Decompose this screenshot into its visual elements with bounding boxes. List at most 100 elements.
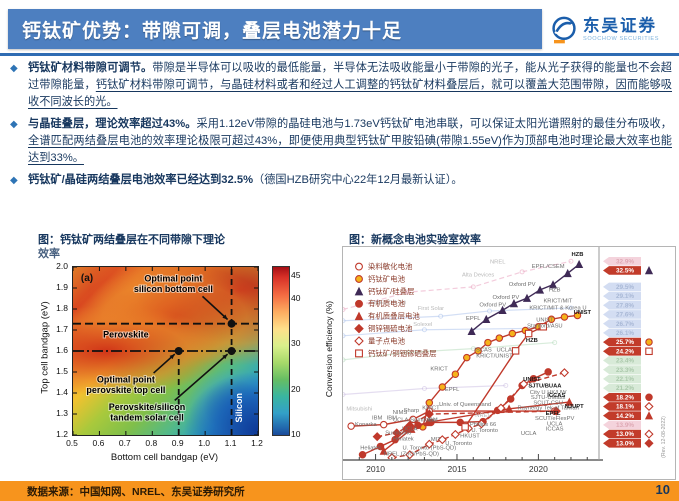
institution-label: KRICT/MIT & Korea U: [529, 305, 586, 311]
colorbar-tick: 45: [291, 270, 301, 281]
svg-text:25.7%: 25.7%: [616, 339, 634, 346]
legend-label: 钙钛矿电池: [368, 274, 406, 283]
callout-22.1%: 22.1%: [603, 374, 641, 384]
bandgap-heatmap-figure: (a) Optimal point silicon bottom cell Perov…: [32, 256, 335, 492]
header-bar: 钙钛矿优势：带隙可调，叠层电池潜力十足: [8, 9, 542, 49]
institution-label: Solexel: [413, 322, 432, 328]
svg-text:18.2%: 18.2%: [616, 394, 634, 401]
legend-label: 染料敏化电池: [368, 262, 413, 271]
institution-label: NJUPT: [565, 404, 584, 410]
callout-32.5%: 32.5%: [603, 266, 654, 275]
institution-label: IBM: [387, 415, 397, 421]
faded-series-line: [343, 327, 539, 337]
callout-32.9%: 32.9%: [603, 256, 641, 266]
svg-text:32.5%: 32.5%: [616, 268, 634, 275]
series-perovskite-cigs-tandem: [461, 323, 548, 431]
heatmap-y-tick: 1.7: [56, 324, 68, 334]
left-figure-title: 图：钙钛矿两结叠层在不同带隙下理论: [38, 234, 225, 246]
brand-name-cn: 东吴证券: [583, 16, 657, 35]
series-czts: [372, 406, 561, 442]
institution-label: Alta Devices: [462, 272, 494, 278]
colorbar-tick: 30: [291, 338, 301, 349]
institution-label: U. Toronto: [471, 428, 498, 434]
institution-label: Sharp: [404, 408, 419, 414]
colorbar: [272, 266, 290, 436]
institution-label: Univ. of Queensland: [439, 402, 491, 408]
svg-text:13.0%: 13.0%: [616, 431, 634, 438]
heatmap-x-tick: 0.8: [145, 438, 158, 448]
institution-label: Oxford PV: [492, 295, 519, 301]
colorbar-label: Conversion efficiency (%): [324, 300, 334, 398]
right-figure-title: 图：新概念电池实验室效率: [349, 234, 481, 246]
institution-label: UCLA: [521, 431, 537, 437]
heatmap-x-tick: 1.1: [224, 438, 237, 448]
institution-label: NREL (ZnO/PbS-QD): [384, 451, 439, 457]
institution-label: Phillips 66: [470, 422, 496, 428]
institution-label: HZB: [549, 287, 561, 293]
heatmap-x-tick: 0.5: [66, 438, 78, 448]
callout-27.8%: 27.8%: [603, 300, 641, 310]
institution-label: NIMS: [393, 410, 408, 416]
institution-label: SCUT/eFlexPV: [535, 416, 574, 422]
institution-label: Oxford PV: [509, 282, 536, 288]
callout-25.7%: 25.7%: [603, 337, 653, 347]
bullet-lead: 与晶硅叠层，理论效率超过43%。: [28, 118, 197, 131]
institution-label: Raynergy Tek of Taiwan: [517, 406, 578, 412]
heatmap-y-tick: 1.6: [56, 345, 68, 355]
bullet-underlined: 全谱匹配两结叠层电池的效率理论极限可超过43%，即便使用典型钙钛矿甲胺铅碘(带隙…: [28, 135, 672, 165]
callout-18.1%: 18.1%: [603, 401, 654, 412]
institution-label: KRICT/MIT: [543, 299, 572, 305]
heatmap-x-tick: 0.6: [92, 438, 105, 448]
legend-label: 铜锌锡硫电池: [368, 324, 413, 333]
heatmap-y-tick: 2.0: [56, 261, 68, 271]
callout-29.1%: 29.1%: [603, 291, 641, 301]
legend-label: 有机质叠层电池: [368, 312, 420, 321]
institution-label: ICCAS: [546, 427, 564, 433]
bullet-body: 采用1.12eV带隙的晶硅电池与1.73eV钙钛矿电池串联，可以保证太阳光谱照射…: [196, 118, 672, 131]
svg-text:23.4%: 23.4%: [616, 358, 634, 365]
series-organic-tandem: [379, 397, 574, 455]
bullet-item: ◆ 钙钛矿/晶硅两结叠层电池效率已经达到32.5%（德国HZB研究中心22年12…: [10, 172, 672, 189]
callout-13.9%: 13.9%: [603, 420, 641, 430]
svg-text:26.1%: 26.1%: [616, 330, 634, 337]
callout-26.1%: 26.1%: [603, 328, 641, 338]
callout-29.5%: 29.5%: [603, 282, 641, 292]
institution-label: Heliatek: [393, 436, 414, 442]
svg-text:29.5%: 29.5%: [616, 284, 634, 291]
svg-text:21.2%: 21.2%: [616, 385, 634, 392]
svg-text:26.7%: 26.7%: [616, 321, 634, 328]
revision-note: (Rev. 12-08-2022): [661, 416, 667, 458]
heatmap-y-tick: 1.8: [56, 303, 68, 313]
institution-label: UCLA-Sumitomo: [393, 418, 437, 424]
heatmap-annotation: silicon bottom cell: [134, 284, 213, 294]
callout-23.3%: 23.3%: [603, 365, 641, 374]
footer-bar: 数据来源：中国知网、NREL、东吴证券研究所 10: [0, 481, 679, 501]
institution-label: UNIST: [523, 377, 541, 383]
institution-label: SJTU/BUAA: [528, 384, 562, 390]
brand-name-en: SOOCHOW SECURITIES: [583, 36, 660, 43]
institution-label: U. Toronto (PbS-QD): [402, 445, 456, 451]
legend-label: 有机质电池: [368, 299, 406, 308]
svg-text:24.2%: 24.2%: [616, 348, 634, 355]
bullet-diamond-icon: ◆: [10, 119, 18, 131]
institution-label: NREL: [490, 260, 506, 266]
heatmap-y-tick: 1.5: [56, 366, 68, 376]
svg-text:29.1%: 29.1%: [616, 293, 634, 300]
optimal-point: [227, 319, 236, 328]
heatmap-annotation: Optimal point: [144, 274, 202, 284]
institution-label: Oxford PV: [479, 302, 506, 308]
institution-label: Mitsubishi: [346, 406, 372, 412]
institution-label: KRICT: [422, 406, 440, 412]
bullet-lead: 钙钛矿/晶硅两结叠层电池效率已经达到32.5%: [28, 174, 254, 187]
heatmap-y-axis-label: Top cell bandgap (eV): [39, 301, 51, 394]
bullet-item: ◆ 钙钛矿材料带隙可调节。带隙是半导体可以吸收的最低能量，半导体无法吸收能量小于…: [10, 60, 672, 111]
bullet-underlined: 钙钛矿材料带隙可调节，与晶硅材料或者和经过人工调整的钙钛矿材料叠层后，就可以覆盖…: [28, 79, 672, 109]
institution-label: SJTU-UMass: [531, 395, 566, 401]
institution-label: UCLA: [547, 421, 563, 427]
svg-text:13.9%: 13.9%: [616, 422, 634, 429]
bullet-body: 带隙是半导体可以吸收的最低能量，半导体无法吸收能量小于带隙的光子，能从光子获得的…: [28, 62, 672, 92]
institution-label: ICCAS: [547, 393, 565, 399]
heatmap-x-tick: 1.0: [198, 438, 211, 448]
institution-label: IBM: [372, 415, 382, 421]
svg-text:22.1%: 22.1%: [616, 376, 634, 383]
